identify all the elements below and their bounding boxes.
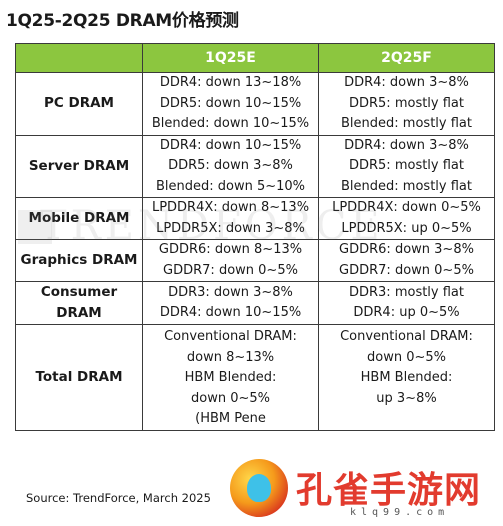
cell-1q25e: DDR4: down 13~18% DDR5: down 10~15% Blende… (142, 72, 319, 136)
table-row-total: Total DRAM Conventional DRAM: down 8~13% HB… (15, 324, 495, 431)
cell-line: Blended: down 10~15% (151, 116, 310, 131)
cell-line: DDR3: down 3~8% (168, 284, 293, 300)
cell-line: DDR4: down 3~8% (344, 75, 469, 90)
cell-line: GDDR6: down 8~13% (158, 242, 303, 257)
row-label: Server DRAM (15, 134, 143, 198)
table-row: Mobile DRAM LPDDR4X: down 8~13% LPDDR5X: d… (15, 197, 495, 240)
logo-domain: klq99.com (350, 507, 450, 518)
cell-1q25e: DDR3: down 3~8% DDR4: down 10~15% (142, 281, 319, 325)
table-row: Server DRAM DDR4: down 10~15% DDR5: down 3… (15, 134, 495, 198)
cell-line: Conventional DRAM: (340, 329, 473, 344)
total-cell-content: Conventional DRAM: down 8~13% HBM Blended:… (144, 326, 318, 430)
cell-line: Mobile DRAM (28, 210, 130, 226)
site-logo: 孔雀手游网 klq99.com (222, 455, 502, 523)
cell-line: down 0~5% (191, 390, 270, 406)
cell-line: DDR4: down 10~15% (159, 137, 302, 153)
row-label: Consumer DRAM (15, 281, 143, 325)
cell-line: Server DRAM (28, 157, 130, 174)
dram-price-table: 1Q25E 2Q25F PC DRAM DDR4: down 13~18% DDR5… (15, 43, 495, 431)
header-cell-empty (15, 43, 143, 73)
cell-line: DDR5: mostly flat (348, 95, 464, 111)
cell-line: Blended: mostly flat (341, 178, 472, 194)
cell-1q25e: LPDDR4X: down 8~13% LPDDR5X: down 3~8% (142, 197, 319, 240)
cell-line: DDR4: down 10~15% (159, 305, 302, 320)
cell-line: DDR4: up 0~5% (353, 305, 460, 320)
page-title: 1Q25-2Q25 DRAM价格预测 (6, 11, 239, 31)
cell-1q25e: DDR4: down 10~15% DDR5: down 3~8% Blended:… (142, 134, 319, 198)
logo-name: 孔雀手游网 (296, 470, 482, 511)
cell-2q25f: DDR3: mostly flat DDR4: up 0~5% (318, 281, 495, 325)
cell-line: HBM Blended: (184, 370, 277, 385)
cell-line: down 0~5% (367, 349, 446, 365)
cell-line: LPDDR5X: up 0~5% (341, 220, 472, 236)
cell-line: Blended: down 5~10% (155, 178, 306, 194)
cell-line: down 8~13% (186, 349, 275, 365)
cell-line: Blended: mostly flat (341, 116, 472, 131)
cell-line: GDDR7: down 0~5% (163, 262, 298, 278)
cell-line: Conventional DRAM: (164, 329, 297, 344)
cell-2q25f: DDR4: down 3~8% DDR5: mostly flat Blended:… (318, 72, 495, 136)
cell-line: HBM Blended: (360, 370, 453, 385)
table-header-row: 1Q25E 2Q25F (15, 43, 495, 73)
cell-line: LPDDR4X: down 8~13% (151, 200, 310, 215)
cell-total-2q25f: Conventional DRAM: down 0~5% HBM Blended: u… (318, 324, 495, 431)
row-label-total: Total DRAM (15, 324, 143, 431)
table-row: Graphics DRAM GDDR6: down 8~13% GDDR7: dow… (15, 239, 495, 282)
cell-line: GDDR7: down 0~5% (339, 262, 474, 278)
cell-line: PC DRAM (44, 95, 114, 112)
trendforce-watermark-mark (18, 210, 52, 244)
table-row: PC DRAM DDR4: down 13~18% DDR5: down 10~15… (15, 72, 495, 136)
cell-line: DDR3: mostly flat (348, 284, 464, 300)
cell-line: (HBM Pene (195, 411, 266, 426)
cell-line: LPDDR4X: down 0~5% (332, 200, 481, 215)
header-cell-1q25e: 1Q25E (142, 43, 319, 73)
cell-2q25f: LPDDR4X: down 0~5% LPDDR5X: up 0~5% (318, 197, 495, 240)
cell-total-1q25e: Conventional DRAM: down 8~13% HBM Blended:… (142, 324, 319, 431)
cell-line: DDR4: down 3~8% (344, 137, 469, 153)
header-cell-2q25f: 2Q25F (318, 43, 495, 73)
cell-line: Consumer (40, 284, 118, 300)
row-label: Mobile DRAM (15, 197, 143, 240)
cell-line: Graphics DRAM (20, 252, 138, 268)
cell-2q25f: GDDR6: down 3~8% GDDR7: down 0~5% (318, 239, 495, 282)
cell-line: DDR5: down 10~15% (159, 95, 302, 111)
cell-line: GDDR6: down 3~8% (339, 242, 474, 257)
cell-2q25f: DDR4: down 3~8% DDR5: mostly flat Blended:… (318, 134, 495, 198)
total-cell-content: Conventional DRAM: down 0~5% HBM Blended: u… (320, 326, 494, 410)
cell-line: LPDDR5X: down 3~8% (156, 220, 305, 236)
cell-line: DRAM (56, 305, 102, 321)
peacock-logo-icon (230, 459, 288, 517)
price-table-container: 1Q25E 2Q25F PC DRAM DDR4: down 13~18% DDR5… (15, 43, 495, 431)
table-row: Consumer DRAM DDR3: down 3~8% DDR4: down 10… (15, 281, 495, 325)
row-label: Graphics DRAM (15, 239, 143, 282)
cell-1q25e: GDDR6: down 8~13% GDDR7: down 0~5% (142, 239, 319, 282)
cell-line: up 3~8% (376, 390, 437, 406)
cell-line: DDR5: down 3~8% (168, 158, 293, 173)
cell-line: DDR4: down 13~18% (159, 75, 302, 90)
row-label: PC DRAM (15, 72, 143, 136)
cell-line: DDR5: mostly flat (348, 158, 464, 173)
source-note: Source: TrendForce, March 2025 (26, 491, 211, 505)
